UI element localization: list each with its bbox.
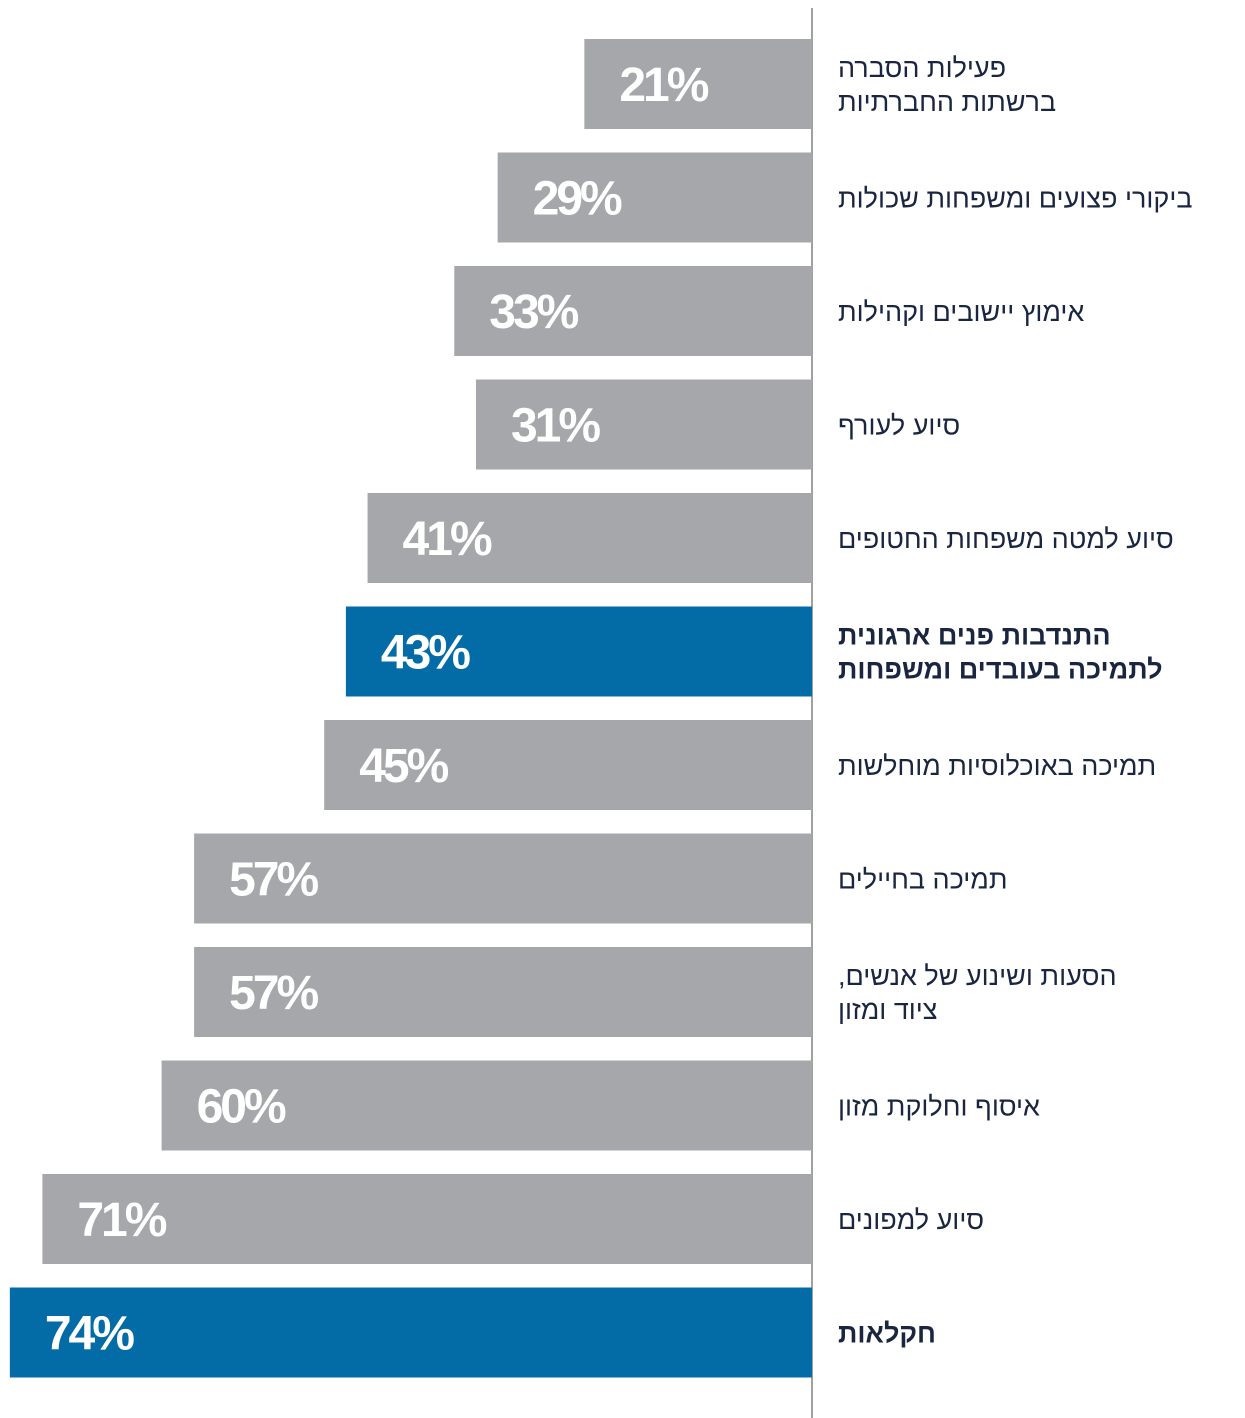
bar-6 [345,606,812,697]
bar-value-label-8: 57% [229,854,318,907]
category-label-4: סיוע לעורף [838,411,960,441]
category-label-10: איסוף וחלוקת מזון [838,1092,1040,1122]
bar-value-label-2: 29% [533,173,622,226]
bar-5 [367,493,812,583]
category-label-3: אימוץ יישובים וקהילות [838,297,1084,327]
bar-4 [475,379,812,470]
category-label-5: סיוע למטה משפחות החטופים [838,524,1174,554]
bar-10 [161,1060,813,1151]
bar-value-label-6: 43% [381,627,470,680]
bar-3 [454,266,812,356]
category-label-7: תמיכה באוכלוסיות מוחלשות [838,751,1156,781]
bar-8 [194,833,812,924]
bar-7 [324,720,812,810]
bar-value-label-7: 45% [359,740,448,793]
bar-value-label-3: 33% [489,286,578,339]
bar-1 [584,39,812,129]
category-label-9-line-1: הסעות ושינוע של אנשים, [838,961,1117,991]
bar-value-label-10: 60% [197,1081,286,1134]
bar-value-label-4: 31% [511,400,600,453]
category-label-1-line-2: ברשתות החברתיות [838,87,1056,117]
bar-2 [497,152,812,243]
category-label-6-line-2: לתמיכה בעובדים ומשפחות [838,655,1163,685]
category-label-6-line-1: התנדבות פנים ארגונית [838,621,1111,651]
bar-12 [9,1287,812,1378]
category-label-2: ביקורי פצועים ומשפחות שכולות [838,184,1193,214]
bar-11 [42,1174,813,1264]
category-label-9-line-2: ציוד ומזון [838,995,938,1025]
bar-value-label-9: 57% [229,967,318,1020]
category-label-8: תמיכה בחיילים [838,865,1008,895]
bar-9 [194,947,812,1037]
category-label-11: סיוע למפונים [838,1205,984,1235]
bar-value-label-1: 21% [619,59,708,112]
bar-value-label-5: 41% [403,513,492,566]
category-label-1-line-1: פעילות הסברה [838,53,1006,83]
bar-value-label-12: 74% [45,1308,134,1361]
bar-value-label-11: 71% [77,1194,166,1247]
category-label-12: חקלאות [838,1319,936,1349]
